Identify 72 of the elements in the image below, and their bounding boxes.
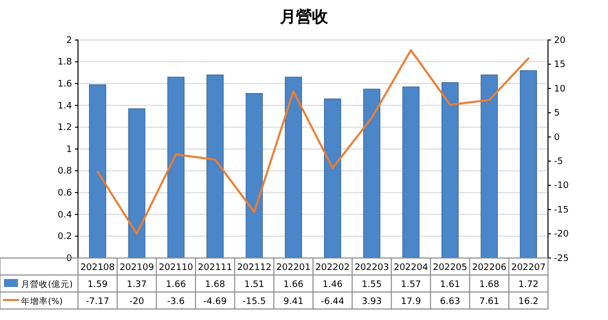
x-tick-label: 202202 — [315, 263, 350, 273]
data-label: 1.68 — [479, 280, 500, 290]
data-label: 1.61 — [440, 280, 460, 290]
data-label: -7.17 — [86, 297, 110, 307]
x-tick-label: 202203 — [354, 263, 389, 273]
bar — [246, 93, 263, 258]
y-tick-label: 1.8 — [58, 58, 72, 68]
y-tick-label: 1 — [66, 144, 72, 155]
data-label: 1.59 — [88, 280, 108, 290]
bar — [128, 108, 146, 258]
data-label: 1.68 — [205, 280, 226, 290]
y2-tick-label: -15 — [554, 205, 569, 216]
data-label: -4.69 — [203, 297, 227, 307]
y-tick-label: 1.2 — [58, 123, 72, 134]
y-tick-label: 2 — [66, 36, 72, 46]
y-tick-label: 0.8 — [58, 166, 72, 177]
legend-label: 月營收(億元) — [21, 279, 73, 290]
data-label: 1.37 — [126, 280, 147, 290]
y2-tick-label: 15 — [554, 60, 566, 70]
data-label: 17.9 — [400, 297, 422, 307]
data-label: 1.55 — [362, 280, 382, 290]
data-label: 1.66 — [166, 280, 186, 290]
data-label: 1.72 — [518, 280, 538, 290]
y2-tick-label: 10 — [554, 84, 566, 94]
x-tick-label: 202110 — [158, 263, 194, 273]
data-label: 1.51 — [244, 280, 264, 290]
x-tick-label: 202204 — [394, 263, 428, 273]
bar — [442, 82, 459, 258]
data-label: -3.6 — [167, 297, 185, 307]
x-tick-label: 202201 — [276, 263, 311, 273]
y2-tick-label: -10 — [554, 181, 569, 192]
data-label: 1.46 — [322, 280, 343, 290]
data-label: 3.93 — [362, 297, 382, 307]
bar — [363, 88, 380, 258]
bar — [480, 74, 498, 258]
y2-tick-label: -25 — [554, 254, 569, 264]
x-tick-label: 202108 — [80, 263, 116, 273]
data-label: 1.66 — [283, 280, 304, 290]
y-tick-label: 1.4 — [58, 101, 72, 112]
y2-tick-label: 20 — [554, 36, 566, 46]
bar — [206, 74, 224, 258]
y2-tick-label: -20 — [554, 230, 569, 240]
bar — [89, 84, 106, 258]
bar — [402, 86, 420, 258]
y-tick-label: 0.2 — [58, 232, 72, 242]
chart-title: 月營收 — [279, 7, 329, 26]
y2-tick-label: 5 — [554, 108, 560, 119]
data-label: -15.5 — [242, 297, 266, 307]
y2-tick-label: 0 — [554, 132, 560, 143]
bar — [324, 98, 342, 258]
bar — [284, 76, 302, 258]
y2-tick-label: -5 — [554, 156, 563, 167]
data-label: 9.41 — [283, 297, 304, 307]
bar — [520, 70, 537, 258]
x-tick-label: 202111 — [198, 263, 232, 273]
data-label: 7.61 — [479, 297, 500, 307]
data-label: -20 — [129, 297, 144, 307]
data-label: 16.2 — [518, 297, 538, 307]
y-tick-label: 0.4 — [58, 210, 72, 220]
x-tick-label: 202207 — [511, 263, 546, 273]
data-label: -6.44 — [320, 297, 344, 307]
data-label: 1.57 — [400, 280, 421, 290]
line-series — [96, 49, 530, 235]
y-tick-label: 1.6 — [58, 79, 72, 90]
bar — [167, 76, 184, 258]
x-tick-label: 202109 — [120, 263, 154, 273]
y-tick-label: 0.6 — [58, 188, 72, 198]
x-tick-label: 202112 — [237, 263, 272, 273]
x-tick-label: 202205 — [432, 263, 468, 273]
legend-label: 年增率(%) — [21, 296, 63, 307]
x-tick-label: 202206 — [472, 263, 507, 273]
data-label: 6.63 — [440, 297, 460, 307]
